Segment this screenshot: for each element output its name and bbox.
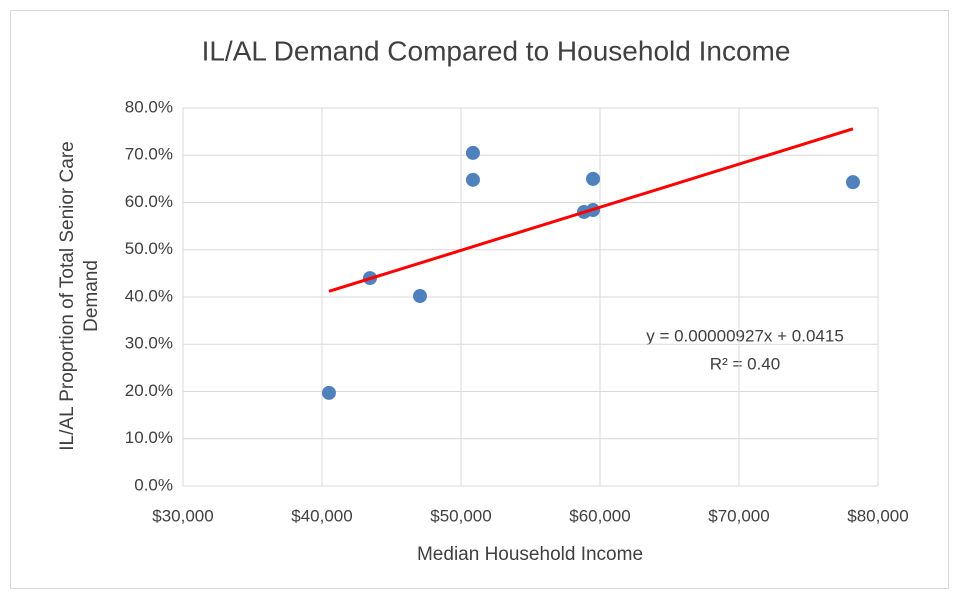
x-tick-label: $30,000 — [152, 506, 213, 525]
x-tick-label: $40,000 — [291, 506, 352, 525]
data-point — [465, 145, 480, 160]
y-tick-label: 0.0% — [134, 475, 173, 494]
x-tick-label: $70,000 — [708, 506, 769, 525]
data-point — [412, 289, 427, 304]
y-tick-label: 60.0% — [125, 192, 173, 211]
x-tick-label: $60,000 — [569, 506, 630, 525]
y-axis-title: IL/AL Proportion of Total Senior Care De… — [57, 141, 102, 450]
chart-frame — [10, 10, 949, 589]
trend-equation: y = 0.00000927x + 0.0415 — [646, 326, 844, 345]
y-tick-label: 20.0% — [125, 381, 173, 400]
y-tick-label: 40.0% — [125, 286, 173, 305]
y-axis-title-line: IL/AL Proportion of Total Senior Care — [57, 141, 78, 450]
y-tick-label: 10.0% — [125, 428, 173, 447]
data-point — [845, 175, 860, 190]
y-tick-label: 70.0% — [125, 145, 173, 164]
x-tick-label: $50,000 — [430, 506, 491, 525]
data-point — [321, 385, 336, 400]
x-axis-title: Median Household Income — [417, 544, 643, 565]
y-tick-label: 50.0% — [125, 239, 173, 258]
chart-title: IL/AL Demand Compared to Household Incom… — [202, 35, 791, 66]
y-tick-label: 30.0% — [125, 334, 173, 353]
data-point — [586, 171, 601, 186]
trend-r-squared: R² = 0.40 — [710, 354, 780, 373]
y-tick-label: 80.0% — [125, 97, 173, 116]
trend-line — [328, 127, 854, 293]
x-tick-label: $80,000 — [847, 506, 908, 525]
y-axis-title-line: Demand — [81, 260, 102, 332]
data-point — [465, 172, 480, 187]
